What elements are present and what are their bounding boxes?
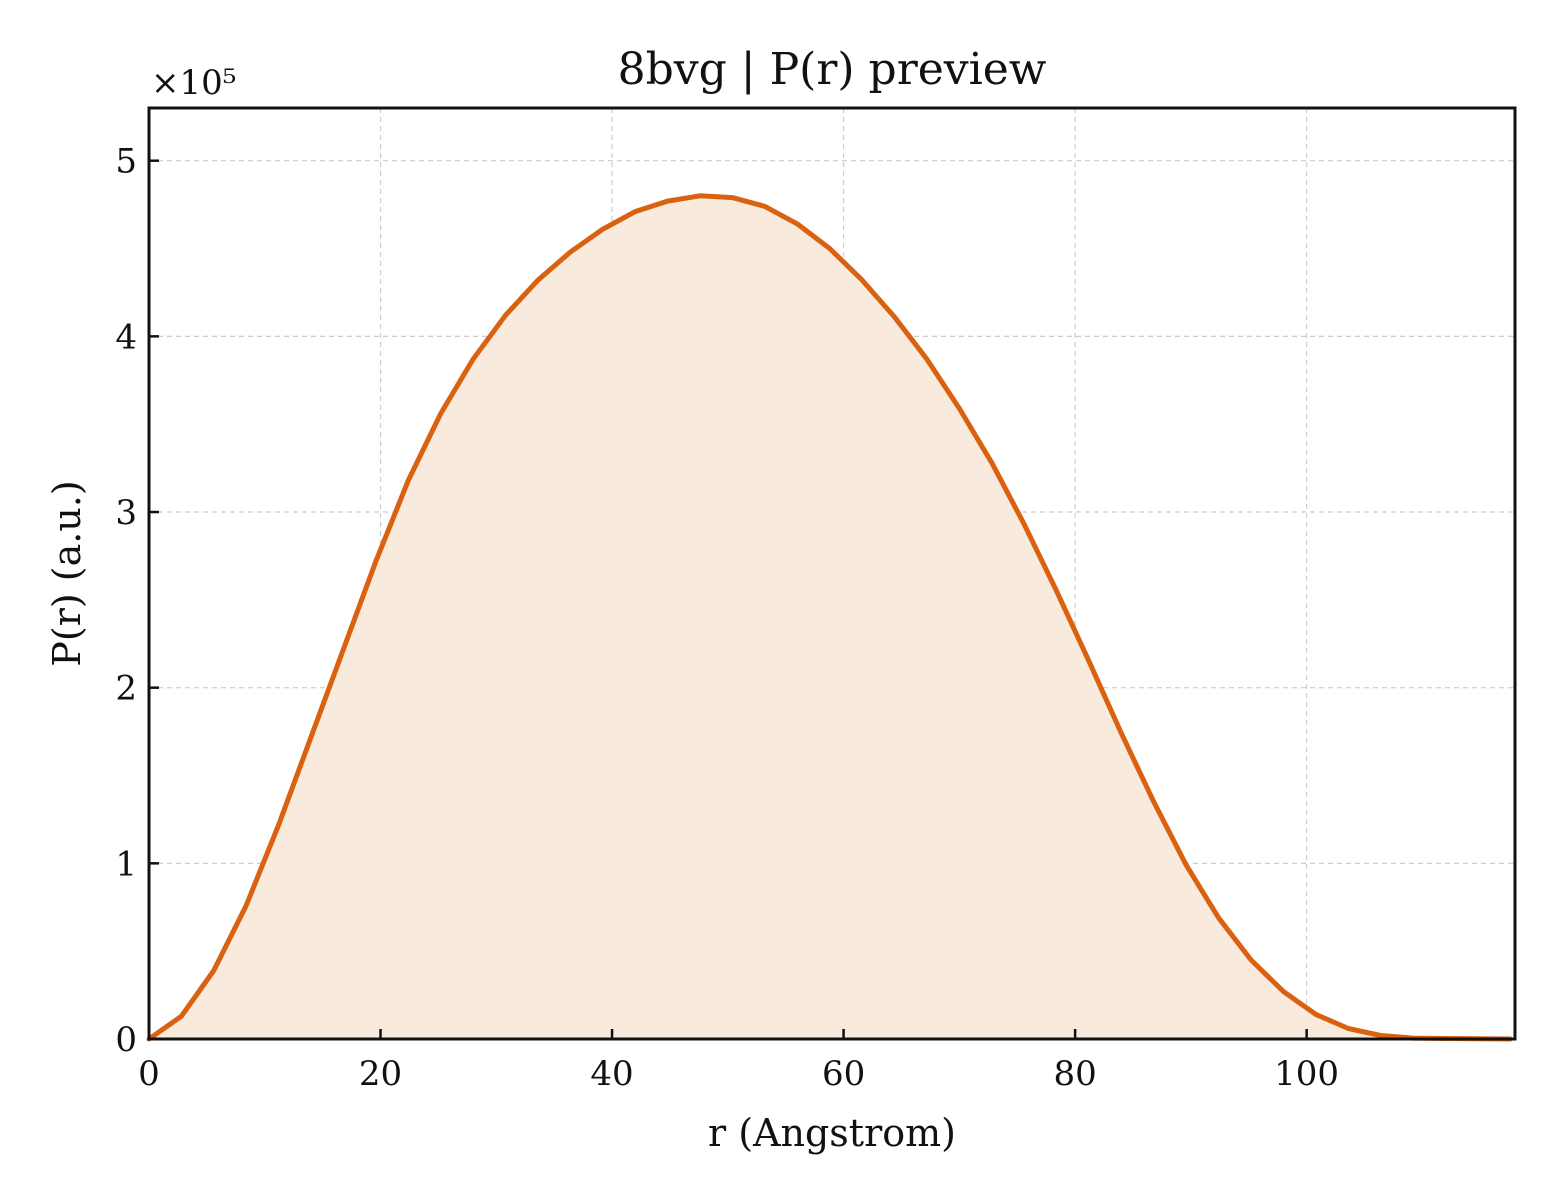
x-tick-label: 0	[138, 1054, 160, 1094]
x-tick-label: 100	[1274, 1054, 1339, 1094]
x-tick-label: 60	[822, 1054, 865, 1094]
x-axis-label: r (Angstrom)	[708, 1111, 956, 1155]
x-tick-label: 80	[1053, 1054, 1096, 1094]
pr-area-fill	[149, 195, 1511, 1040]
y-tick-label: 2	[115, 669, 137, 709]
plot-frame	[147, 106, 1517, 1041]
x-tick-label: 20	[359, 1054, 402, 1094]
y-tick-label: 1	[115, 844, 137, 884]
chart-title: 8bvg | P(r) preview	[618, 44, 1047, 95]
y-axis-offset-label: ×10⁵	[151, 63, 236, 103]
y-tick-label: 0	[115, 1020, 137, 1060]
y-tick-label: 5	[115, 142, 137, 182]
x-tick-label: 40	[590, 1054, 633, 1094]
pr-series-line	[146, 193, 1513, 1042]
y-tick-label: 3	[115, 493, 137, 533]
y-axis-label: P(r) (a.u.)	[45, 480, 89, 666]
y-tick-label: 4	[115, 317, 137, 357]
axis-ticks: 0 20 40 60 80 100 0 1 2 3 4 5	[115, 142, 1339, 1094]
